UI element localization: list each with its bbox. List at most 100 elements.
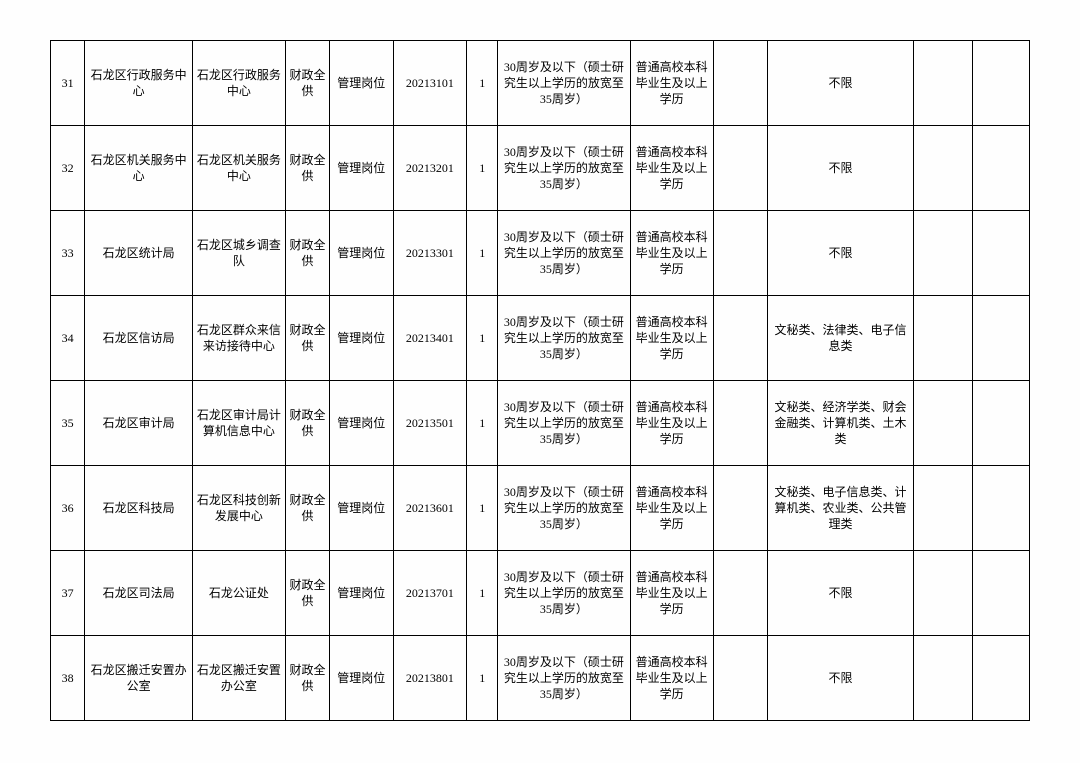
- table-row: 32石龙区机关服务中心石龙区机关服务中心财政全供管理岗位20213201130周…: [51, 126, 1030, 211]
- code-cell: 20213201: [393, 126, 466, 211]
- post-cell: 管理岗位: [329, 466, 393, 551]
- degree-cell: [713, 41, 767, 126]
- degree-cell: [713, 296, 767, 381]
- code-cell: 20213601: [393, 466, 466, 551]
- other-cell: [914, 41, 973, 126]
- age-cell: 30周岁及以下（硕士研究生以上学历的放宽至35周岁）: [498, 636, 630, 721]
- page: 31石龙区行政服务中心石龙区行政服务中心财政全供管理岗位20213101130周…: [0, 0, 1080, 763]
- seq-cell: 38: [51, 636, 85, 721]
- unit-cell: 石龙区科技创新发展中心: [192, 466, 285, 551]
- degree-cell: [713, 381, 767, 466]
- seq-cell: 31: [51, 41, 85, 126]
- other-cell: [914, 551, 973, 636]
- edu-cell: 普通高校本科毕业生及以上学历: [630, 41, 713, 126]
- seq-cell: 32: [51, 126, 85, 211]
- major-cell: 文秘类、法律类、电子信息类: [767, 296, 914, 381]
- dept-cell: 石龙区科技局: [85, 466, 193, 551]
- dept-cell: 石龙区审计局: [85, 381, 193, 466]
- remark-cell: [973, 466, 1030, 551]
- other-cell: [914, 636, 973, 721]
- age-cell: 30周岁及以下（硕士研究生以上学历的放宽至35周岁）: [498, 296, 630, 381]
- dept-cell: 石龙区司法局: [85, 551, 193, 636]
- unit-cell: 石龙区机关服务中心: [192, 126, 285, 211]
- code-cell: 20213401: [393, 296, 466, 381]
- unit-cell: 石龙区行政服务中心: [192, 41, 285, 126]
- major-cell: 不限: [767, 41, 914, 126]
- edu-cell: 普通高校本科毕业生及以上学历: [630, 381, 713, 466]
- edu-cell: 普通高校本科毕业生及以上学历: [630, 636, 713, 721]
- post-cell: 管理岗位: [329, 636, 393, 721]
- fund-cell: 财政全供: [285, 551, 329, 636]
- post-cell: 管理岗位: [329, 211, 393, 296]
- dept-cell: 石龙区搬迁安置办公室: [85, 636, 193, 721]
- recruitment-table: 31石龙区行政服务中心石龙区行政服务中心财政全供管理岗位20213101130周…: [50, 40, 1030, 721]
- remark-cell: [973, 211, 1030, 296]
- code-cell: 20213501: [393, 381, 466, 466]
- count-cell: 1: [467, 381, 498, 466]
- edu-cell: 普通高校本科毕业生及以上学历: [630, 466, 713, 551]
- major-cell: 不限: [767, 211, 914, 296]
- code-cell: 20213701: [393, 551, 466, 636]
- count-cell: 1: [467, 636, 498, 721]
- age-cell: 30周岁及以下（硕士研究生以上学历的放宽至35周岁）: [498, 466, 630, 551]
- table-row: 35石龙区审计局石龙区审计局计算机信息中心财政全供管理岗位20213501130…: [51, 381, 1030, 466]
- degree-cell: [713, 466, 767, 551]
- remark-cell: [973, 41, 1030, 126]
- remark-cell: [973, 636, 1030, 721]
- edu-cell: 普通高校本科毕业生及以上学历: [630, 296, 713, 381]
- unit-cell: 石龙区城乡调查队: [192, 211, 285, 296]
- major-cell: 文秘类、电子信息类、计算机类、农业类、公共管理类: [767, 466, 914, 551]
- dept-cell: 石龙区行政服务中心: [85, 41, 193, 126]
- unit-cell: 石龙区群众来信来访接待中心: [192, 296, 285, 381]
- dept-cell: 石龙区信访局: [85, 296, 193, 381]
- major-cell: 不限: [767, 126, 914, 211]
- post-cell: 管理岗位: [329, 296, 393, 381]
- degree-cell: [713, 551, 767, 636]
- fund-cell: 财政全供: [285, 41, 329, 126]
- fund-cell: 财政全供: [285, 381, 329, 466]
- post-cell: 管理岗位: [329, 551, 393, 636]
- remark-cell: [973, 296, 1030, 381]
- table-row: 37石龙区司法局石龙公证处财政全供管理岗位20213701130周岁及以下（硕士…: [51, 551, 1030, 636]
- unit-cell: 石龙区审计局计算机信息中心: [192, 381, 285, 466]
- fund-cell: 财政全供: [285, 466, 329, 551]
- edu-cell: 普通高校本科毕业生及以上学历: [630, 551, 713, 636]
- remark-cell: [973, 551, 1030, 636]
- code-cell: 20213301: [393, 211, 466, 296]
- table-row: 38石龙区搬迁安置办公室石龙区搬迁安置办公室财政全供管理岗位2021380113…: [51, 636, 1030, 721]
- seq-cell: 37: [51, 551, 85, 636]
- unit-cell: 石龙区搬迁安置办公室: [192, 636, 285, 721]
- other-cell: [914, 126, 973, 211]
- major-cell: 不限: [767, 551, 914, 636]
- count-cell: 1: [467, 466, 498, 551]
- remark-cell: [973, 126, 1030, 211]
- seq-cell: 34: [51, 296, 85, 381]
- count-cell: 1: [467, 551, 498, 636]
- fund-cell: 财政全供: [285, 126, 329, 211]
- age-cell: 30周岁及以下（硕士研究生以上学历的放宽至35周岁）: [498, 41, 630, 126]
- dept-cell: 石龙区机关服务中心: [85, 126, 193, 211]
- fund-cell: 财政全供: [285, 296, 329, 381]
- table-row: 33石龙区统计局石龙区城乡调查队财政全供管理岗位20213301130周岁及以下…: [51, 211, 1030, 296]
- post-cell: 管理岗位: [329, 41, 393, 126]
- major-cell: 不限: [767, 636, 914, 721]
- age-cell: 30周岁及以下（硕士研究生以上学历的放宽至35周岁）: [498, 551, 630, 636]
- degree-cell: [713, 211, 767, 296]
- degree-cell: [713, 636, 767, 721]
- edu-cell: 普通高校本科毕业生及以上学历: [630, 211, 713, 296]
- table-row: 36石龙区科技局石龙区科技创新发展中心财政全供管理岗位20213601130周岁…: [51, 466, 1030, 551]
- other-cell: [914, 466, 973, 551]
- count-cell: 1: [467, 126, 498, 211]
- other-cell: [914, 296, 973, 381]
- degree-cell: [713, 126, 767, 211]
- post-cell: 管理岗位: [329, 381, 393, 466]
- table-row: 34石龙区信访局石龙区群众来信来访接待中心财政全供管理岗位20213401130…: [51, 296, 1030, 381]
- fund-cell: 财政全供: [285, 211, 329, 296]
- fund-cell: 财政全供: [285, 636, 329, 721]
- unit-cell: 石龙公证处: [192, 551, 285, 636]
- age-cell: 30周岁及以下（硕士研究生以上学历的放宽至35周岁）: [498, 211, 630, 296]
- dept-cell: 石龙区统计局: [85, 211, 193, 296]
- remark-cell: [973, 381, 1030, 466]
- seq-cell: 33: [51, 211, 85, 296]
- count-cell: 1: [467, 296, 498, 381]
